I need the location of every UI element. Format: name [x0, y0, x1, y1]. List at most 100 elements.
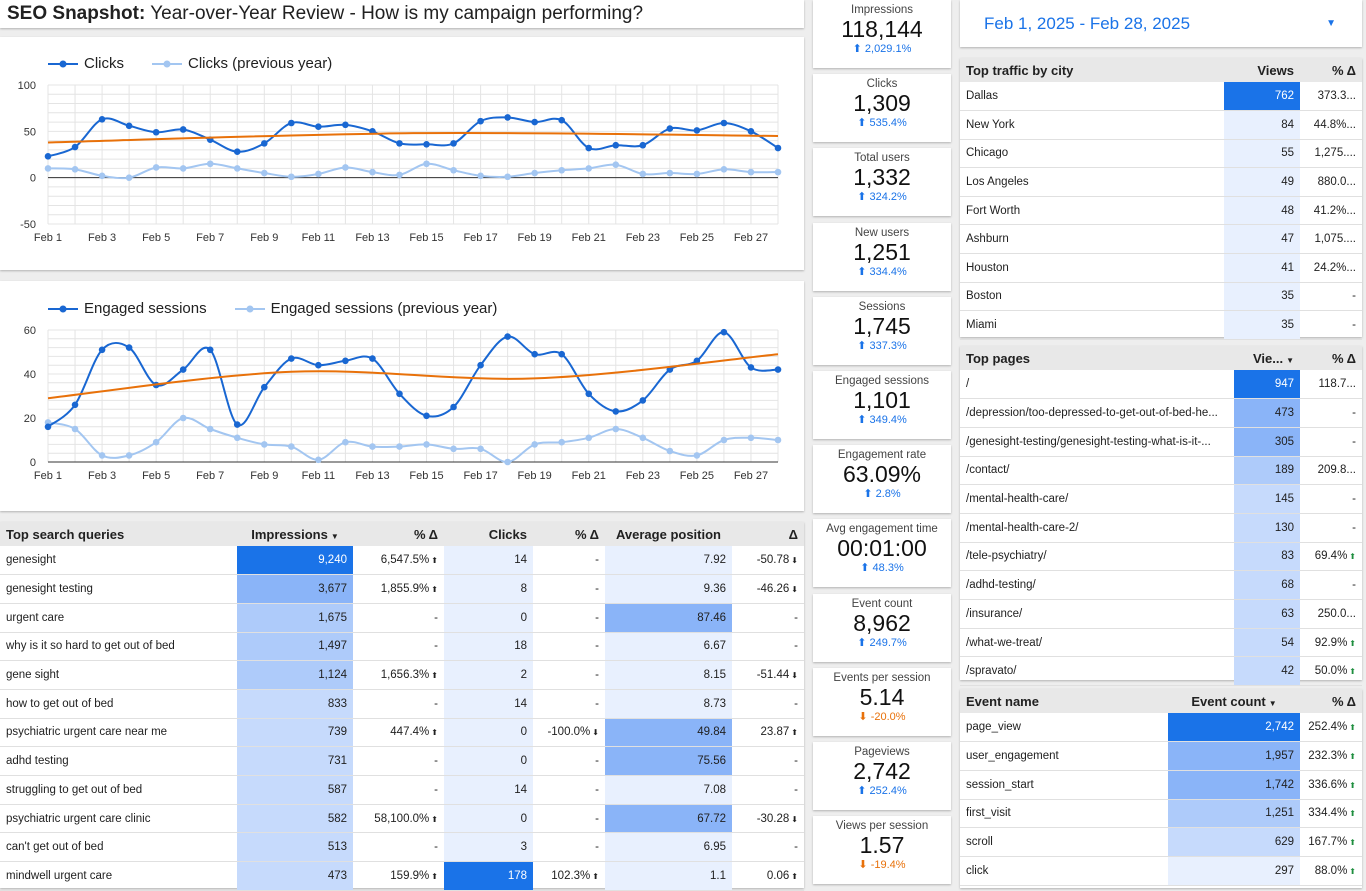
scorecard-clicks[interactable]: Clicks 1,309 ⬆ 535.4%	[813, 74, 951, 143]
table-row[interactable]: Ashburn 47 1,075....	[960, 224, 1362, 255]
table-row[interactable]: page_view 2,742 252.4% ⬆	[960, 713, 1362, 743]
table-row[interactable]: can't get out of bed 513-3-6.95-	[0, 832, 804, 863]
table-row[interactable]: click 297 88.0% ⬆	[960, 856, 1362, 886]
col-header-city-delta[interactable]: % Δ	[1300, 58, 1362, 82]
col-header-event-delta[interactable]: % Δ	[1300, 689, 1362, 713]
table-row[interactable]: /spravato/42 50.0% ⬆	[960, 656, 1362, 687]
scorecard-label: New users	[854, 226, 910, 239]
table-row[interactable]: Boston 35-	[960, 282, 1362, 312]
arrow-up-icon: ⬆	[791, 728, 798, 738]
scorecard-pageviews[interactable]: Pageviews 2,742 ⬆ 252.4%	[813, 742, 951, 810]
col-header-impressions[interactable]: Impressions ▼	[237, 522, 353, 546]
table-row[interactable]: /contact/189 209.8...	[960, 456, 1362, 486]
arrow-up-icon: ⬆	[431, 871, 438, 881]
scorecard-engaged-sessions[interactable]: Engaged sessions 1,101 ⬆ 349.4%	[813, 371, 951, 439]
data-point	[477, 117, 484, 125]
scorecard-avg-engagement-time[interactable]: Avg engagement time 00:01:00 ⬆ 48.3%	[813, 519, 951, 588]
table-row[interactable]: session_start 1,742 336.6% ⬆	[960, 770, 1362, 800]
col-header-impressions-delta[interactable]: % Δ	[353, 522, 444, 546]
table-row[interactable]: /insurance/63 250.0...	[960, 599, 1362, 629]
data-point	[666, 125, 674, 132]
page-title: SEO Snapshot: Year-over-Year Review - Ho…	[0, 0, 804, 28]
table-row[interactable]: how to get out of bed 833-14-8.73-	[0, 689, 804, 719]
scorecard-impressions[interactable]: Impressions 118,144 ⬆ 2,029.1%	[813, 0, 951, 68]
table-row[interactable]: psychiatric urgent care clinic 582 58,100.…	[0, 804, 804, 834]
legend-item-clicks-prev[interactable]: Clicks (previous year)	[152, 55, 332, 72]
delta-cell: -	[1300, 282, 1362, 312]
col-header-clicks[interactable]: Clicks	[444, 522, 533, 546]
col-header-views[interactable]: Views	[1224, 58, 1300, 82]
views-cell: 762	[1224, 82, 1300, 112]
table-row[interactable]: Fort Worth 48 41.2%...	[960, 196, 1362, 226]
y-tick-label: 40	[24, 369, 36, 381]
table-row[interactable]: adhd testing 731-0-75.56-	[0, 746, 804, 776]
scorecard-new-users[interactable]: New users 1,251 ⬆ 334.4%	[813, 222, 951, 291]
position-cell: 49.84	[605, 718, 732, 748]
table-row[interactable]: /genesight-testing/genesight-testing-wha…	[960, 427, 1362, 457]
scorecard-label: Views per session	[835, 820, 929, 833]
table-row[interactable]: /what-we-treat/54 92.9% ⬆	[960, 628, 1362, 658]
scorecard-engagement-rate[interactable]: Engagement rate 63.09% ⬆ 2.8%	[813, 445, 951, 514]
table-row[interactable]: /mental-health-care/145-	[960, 484, 1362, 514]
scorecard-sessions[interactable]: Sessions 1,745 ⬆ 337.3%	[813, 296, 951, 365]
delta-cell: 118.7...	[1300, 370, 1362, 400]
col-header-page-views[interactable]: Vie... ▼	[1234, 346, 1300, 370]
x-tick-label: Feb 15	[409, 232, 443, 244]
table-row[interactable]: struggling to get out of bed 587-14-7.08-	[0, 775, 804, 805]
x-tick-label: Feb 13	[355, 470, 389, 482]
col-header-city[interactable]: Top traffic by city	[960, 58, 1224, 82]
table-row[interactable]: /depression/too-depressed-to-get-out-of-…	[960, 398, 1362, 428]
x-tick-label: Feb 3	[88, 232, 116, 244]
header-label: % Δ	[413, 526, 438, 542]
col-header-position-delta[interactable]: Δ	[732, 522, 804, 546]
table-row[interactable]: Miami 35-	[960, 310, 1362, 340]
clicks-delta-cell: -100.0% ⬇	[533, 718, 605, 748]
position-cell: 1.1	[605, 861, 732, 891]
table-row[interactable]: genesight testing 3,677 1,855.9% ⬆ 8-9.36 -46…	[0, 574, 804, 604]
table-row[interactable]: genesight 9,240 6,547.5% ⬆ 14-7.92 -50.78 ⬇	[0, 546, 804, 576]
table-row[interactable]: Los Angeles 49 880.0...	[960, 167, 1362, 197]
col-header-page-delta[interactable]: % Δ	[1300, 346, 1362, 370]
table-row[interactable]: /adhd-testing/68-	[960, 570, 1362, 600]
table-row[interactable]: Houston 41 24.2%...	[960, 253, 1362, 283]
table-row[interactable]: urgent care 1,675-0-87.46-	[0, 603, 804, 633]
scorecard-events-per-session[interactable]: Events per session 5.14 ⬇ -20.0%	[813, 667, 951, 736]
delta-value: 69.4%	[1314, 550, 1348, 563]
clicks-legend: Clicks Clicks (previous year)	[48, 55, 332, 72]
table-row[interactable]: /mental-health-care-2/130-	[960, 513, 1362, 543]
col-header-clicks-delta[interactable]: % Δ	[533, 522, 605, 546]
legend-item-clicks[interactable]: Clicks	[48, 55, 124, 72]
data-point	[720, 119, 728, 127]
delta-value: 1,656.3%	[380, 669, 430, 682]
table-row[interactable]: user_engagement 1,957 232.3% ⬆	[960, 741, 1362, 771]
scorecard-event-count[interactable]: Event count 8,962 ⬆ 249.7%	[813, 593, 951, 662]
legend-item-engaged[interactable]: Engaged sessions	[48, 300, 207, 317]
table-row[interactable]: Dallas 762 373.3...	[960, 82, 1362, 112]
table-row[interactable]: mindwell urgent care 473 159.9% ⬆ 178 102.3% ⬆…	[0, 861, 804, 891]
scorecard-delta: ⬇ -20.0%	[813, 710, 951, 723]
x-tick-label: Feb 17	[463, 232, 497, 244]
table-row[interactable]: New York 84 44.8%...	[960, 110, 1362, 140]
table-row[interactable]: Chicago 55 1,275....	[960, 139, 1362, 169]
col-header-page[interactable]: Top pages	[960, 346, 1234, 370]
col-header-event-name[interactable]: Event name	[960, 689, 1168, 713]
table-row[interactable]: scroll 629 167.7% ⬆	[960, 827, 1362, 857]
scorecard-views-per-session[interactable]: Views per session 1.57 ⬇ -19.4%	[813, 816, 951, 885]
table-row[interactable]: /tele-psychiatry/83 69.4% ⬆	[960, 542, 1362, 572]
col-header-position[interactable]: Average position	[605, 522, 732, 546]
delta-cell: 41.2%...	[1300, 196, 1362, 226]
col-header-event-count[interactable]: Event count ▼	[1168, 689, 1300, 713]
table-row[interactable]: first_visit 1,251 334.4% ⬆	[960, 799, 1362, 829]
table-row[interactable]: gene sight 1,124 1,656.3% ⬆ 2-8.15 -51.44 ⬇	[0, 660, 804, 690]
scorecard-total-users[interactable]: Total users 1,332 ⬆ 324.2%	[813, 148, 951, 217]
col-header-query[interactable]: Top search queries	[0, 522, 237, 546]
data-point	[125, 344, 133, 351]
legend-item-engaged-prev[interactable]: Engaged sessions (previous year)	[234, 300, 497, 317]
data-point	[98, 346, 106, 354]
impressions-delta-cell: 58,100.0% ⬆	[353, 804, 444, 834]
date-range-selector[interactable]: Feb 1, 2025 - Feb 28, 2025 ▼	[960, 0, 1362, 47]
table-row[interactable]: psychiatric urgent care near me 739 447.4%…	[0, 718, 804, 748]
table-row[interactable]: /947 118.7...	[960, 370, 1362, 400]
table-row[interactable]: why is it so hard to get out of bed 1,497…	[0, 632, 804, 662]
data-point	[71, 425, 79, 433]
